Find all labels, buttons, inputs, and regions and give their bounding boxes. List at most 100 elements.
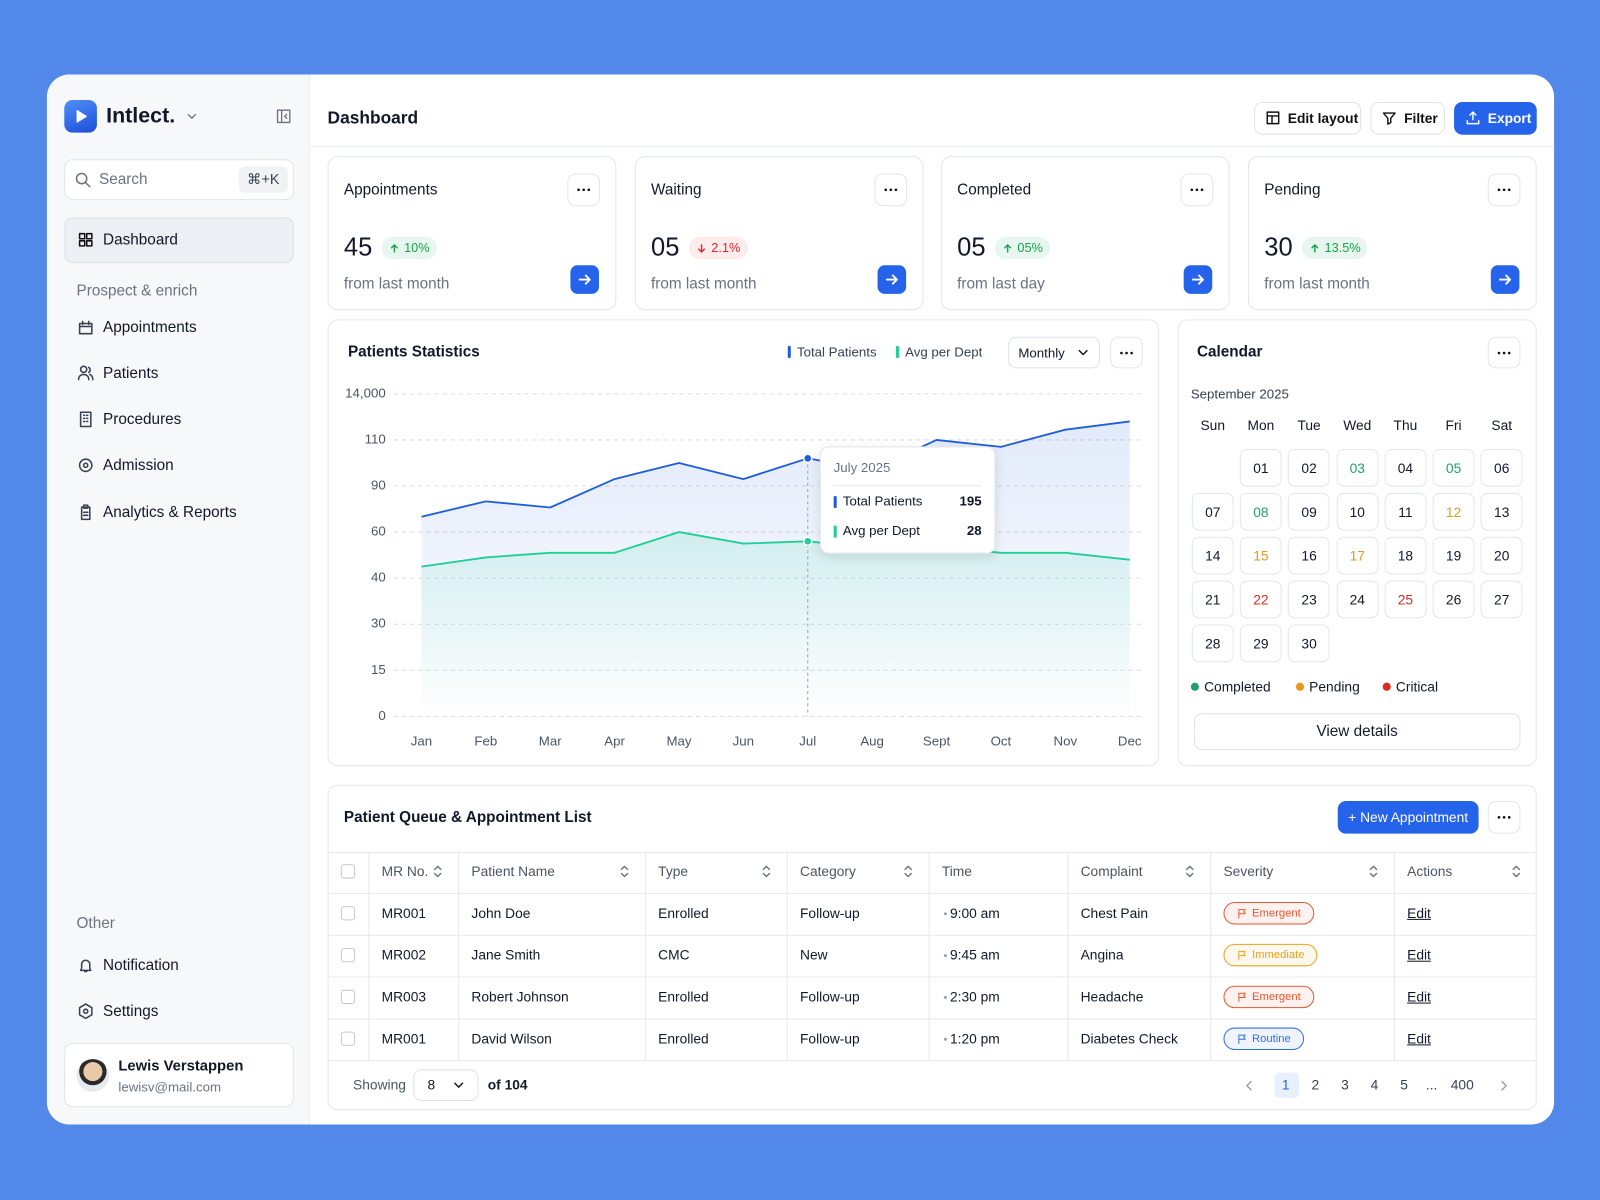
page-number[interactable]: 3 <box>1341 1077 1349 1093</box>
flag-icon <box>1238 950 1246 960</box>
day-number: 07 <box>1205 504 1221 520</box>
calendar-day[interactable] <box>1239 624 1282 663</box>
calendar-day[interactable] <box>1239 492 1282 531</box>
legend-label: Avg per Dept <box>905 344 983 360</box>
calendar-day[interactable] <box>1288 624 1330 663</box>
stat-value: 45 <box>343 233 373 262</box>
checkbox[interactable] <box>340 1031 356 1046</box>
calendar-day[interactable] <box>1288 448 1330 487</box>
more-icon <box>1497 351 1511 354</box>
calendar-day[interactable] <box>1336 536 1379 575</box>
table-cell: 9:00 am <box>949 905 1000 921</box>
action-link[interactable]: Edit <box>1407 1031 1431 1047</box>
table-cell: John Doe <box>471 905 531 921</box>
page-number[interactable]: ... <box>1425 1077 1438 1093</box>
row-line <box>328 852 1536 854</box>
view-details[interactable] <box>1193 713 1521 750</box>
weekday: Thu <box>1393 417 1418 434</box>
calendar-day[interactable] <box>1288 580 1330 619</box>
checkbox[interactable] <box>340 906 356 921</box>
calendar-day[interactable] <box>1384 580 1427 619</box>
action-link[interactable]: Edit <box>1407 905 1431 921</box>
checkbox[interactable] <box>340 947 356 963</box>
action-link[interactable]: Edit <box>1407 947 1431 963</box>
calendar-day[interactable] <box>1336 448 1379 487</box>
calendar-day[interactable] <box>1480 492 1523 531</box>
nav-item[interactable]: Appointments <box>103 318 197 337</box>
table-cell: MR002 <box>381 947 427 963</box>
sort-icon <box>433 865 442 878</box>
calendar-day[interactable] <box>1336 580 1379 619</box>
calendar-day[interactable] <box>1288 492 1330 531</box>
calendar-day[interactable] <box>1480 448 1523 487</box>
sidebar-toggle <box>276 109 291 124</box>
stat-label: Appointments <box>343 181 438 199</box>
nav-item[interactable]: Procedures <box>103 410 182 429</box>
sort-icon <box>1186 865 1194 878</box>
new-button[interactable] <box>1337 801 1479 834</box>
calendar-day[interactable] <box>1239 580 1282 619</box>
nav-item[interactable]: Analytics & Reports <box>103 503 237 521</box>
page-number[interactable]: 400 <box>1450 1077 1474 1093</box>
more-icon <box>1190 188 1204 192</box>
trend-icon-path <box>390 243 398 253</box>
calendar-day[interactable] <box>1191 624 1234 663</box>
page-next <box>1501 1080 1507 1091</box>
page-number[interactable]: 1 <box>1281 1077 1290 1093</box>
calendar-day[interactable] <box>1432 536 1475 575</box>
header-button[interactable] <box>1370 102 1445 135</box>
weekday: Mon <box>1247 417 1275 434</box>
nav-item[interactable]: Settings <box>103 1002 159 1020</box>
table-cell: Headache <box>1080 989 1144 1005</box>
calendar-day[interactable] <box>1239 448 1282 487</box>
total-label: of 104 <box>487 1077 528 1093</box>
table-cell: Follow-up <box>799 989 860 1005</box>
more-button[interactable] <box>1110 336 1143 369</box>
button-label: Export <box>1487 110 1532 127</box>
nav-active[interactable] <box>64 217 294 264</box>
page-number[interactable]: 2 <box>1311 1077 1320 1093</box>
column-header: Severity <box>1223 863 1274 880</box>
column-line <box>1067 852 1069 1061</box>
nav-item[interactable]: Notification <box>103 956 179 974</box>
time-dot <box>943 1037 947 1041</box>
nav-item[interactable]: Admission <box>103 456 174 474</box>
calendar-day[interactable] <box>1191 492 1234 531</box>
nav-icon <box>78 458 93 473</box>
legend-dot <box>1295 682 1305 691</box>
severity-badge: Emergent <box>1223 985 1314 1009</box>
calendar-day[interactable] <box>1480 536 1523 575</box>
per-page-select[interactable] <box>413 1069 479 1102</box>
select-chevron <box>1078 349 1088 356</box>
calendar-day[interactable] <box>1191 536 1234 575</box>
calendar-day[interactable] <box>1191 580 1234 619</box>
day-number: 09 <box>1301 504 1317 520</box>
column-header: MR No. <box>381 863 429 880</box>
more-button[interactable] <box>874 173 908 207</box>
calendar-day[interactable] <box>1288 536 1330 575</box>
period-select[interactable] <box>1008 336 1100 369</box>
more-button[interactable] <box>567 173 600 207</box>
calendar-day[interactable] <box>1384 536 1427 575</box>
header-button[interactable] <box>1454 102 1537 135</box>
sort-icon-path <box>620 865 629 878</box>
calendar-day[interactable] <box>1432 448 1475 487</box>
calendar-day[interactable] <box>1336 492 1379 531</box>
calendar-day[interactable] <box>1432 492 1475 531</box>
checkbox[interactable] <box>340 989 356 1005</box>
button-icon <box>1266 111 1280 125</box>
calendar-day[interactable] <box>1384 492 1427 531</box>
calendar-day[interactable] <box>1480 580 1523 619</box>
calendar-day[interactable] <box>1384 448 1427 487</box>
day-number: 08 <box>1253 504 1269 520</box>
checkbox[interactable] <box>340 864 356 879</box>
calendar-day[interactable] <box>1432 580 1475 619</box>
nav-item[interactable]: Patients <box>103 364 159 383</box>
brand-menu-path <box>187 113 197 119</box>
page-number[interactable]: 4 <box>1370 1077 1379 1093</box>
more-button[interactable] <box>1487 801 1521 834</box>
action-link[interactable]: Edit <box>1407 989 1431 1005</box>
calendar-day[interactable] <box>1239 536 1282 575</box>
page-number[interactable]: 5 <box>1400 1077 1408 1093</box>
column-header: Actions <box>1407 863 1453 880</box>
